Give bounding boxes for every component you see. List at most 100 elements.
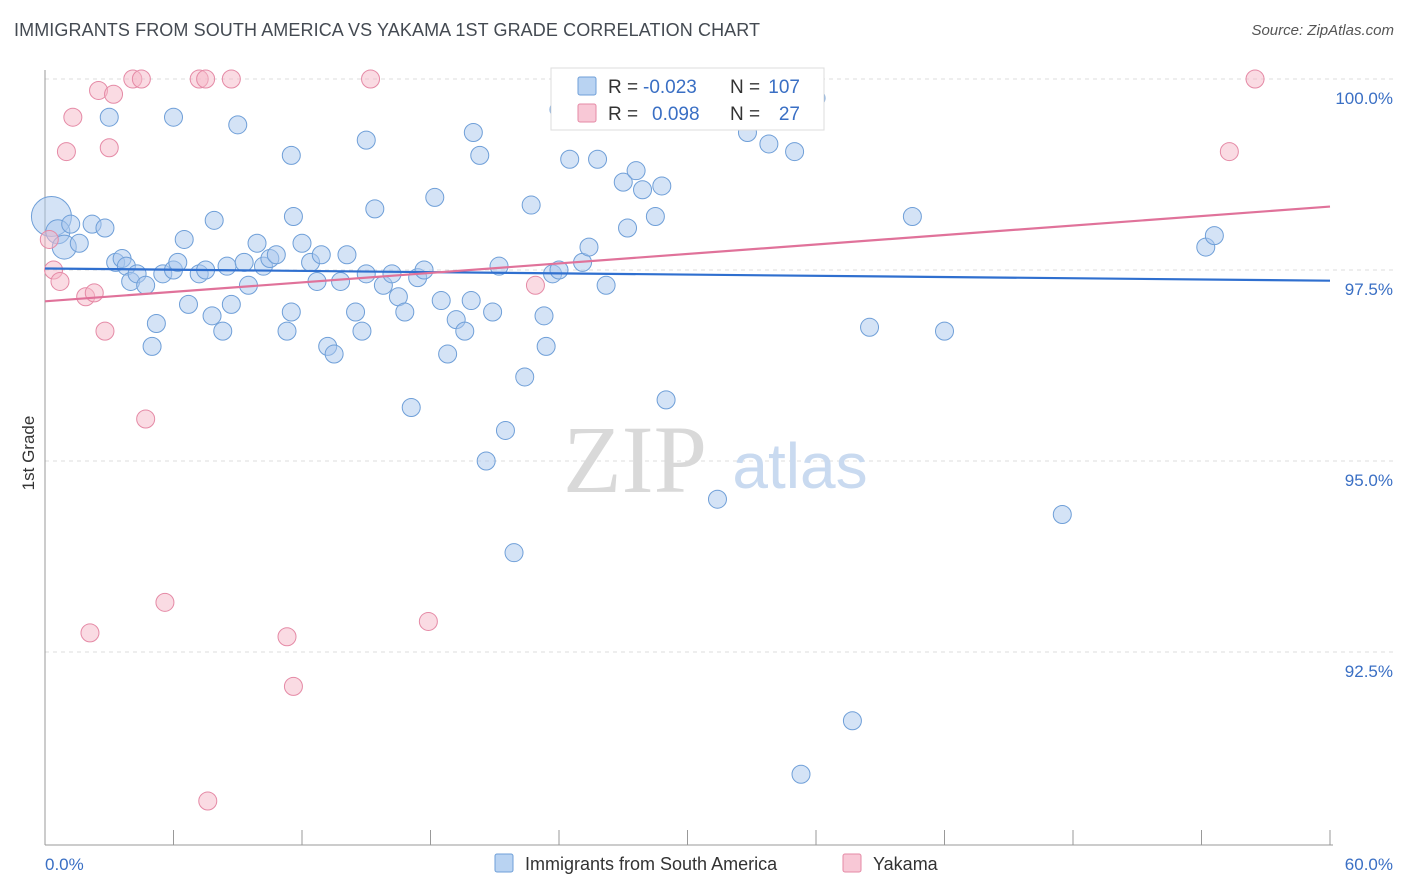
- legend-swatch-yakama: [842, 853, 862, 873]
- data-point: [142, 336, 162, 356]
- legend-swatch-immigrants: [494, 853, 514, 873]
- data-point: [1204, 226, 1224, 246]
- data-point: [483, 302, 503, 322]
- data-point: [168, 252, 188, 272]
- data-point: [842, 711, 862, 731]
- stats-n-label-1: N =: [730, 77, 760, 98]
- data-point: [146, 313, 166, 333]
- data-point: [331, 271, 351, 291]
- data-point: [281, 302, 301, 322]
- stats-swatch-blue: [577, 76, 597, 96]
- data-point: [1052, 504, 1072, 524]
- data-point: [425, 187, 445, 207]
- data-point: [136, 409, 156, 429]
- data-point: [204, 210, 224, 230]
- legend-label-yakama: Yakama: [873, 854, 939, 874]
- data-point: [785, 142, 805, 162]
- legend: Immigrants from South America Yakama: [494, 853, 939, 874]
- data-point: [536, 336, 556, 356]
- data-point: [277, 627, 297, 647]
- series-yakama-points: [39, 69, 1265, 811]
- y-axis-title: 1st Grade: [19, 416, 38, 491]
- data-point: [221, 69, 241, 89]
- data-point: [283, 207, 303, 227]
- data-point: [164, 107, 183, 127]
- data-point: [455, 321, 475, 341]
- data-point: [277, 321, 297, 341]
- data-point: [95, 218, 115, 238]
- stats-n-label-2: N =: [730, 104, 760, 125]
- data-point: [521, 195, 541, 215]
- data-point: [860, 317, 880, 337]
- stats-r-value-1: -0.023: [643, 77, 697, 98]
- data-point: [292, 233, 312, 253]
- data-point: [431, 291, 451, 311]
- data-point: [356, 130, 376, 150]
- x-tick-label-min: 0.0%: [45, 855, 84, 874]
- chart-title: IMMIGRANTS FROM SOUTH AMERICA VS YAKAMA …: [14, 20, 761, 40]
- y-tick-label: 100.0%: [1335, 89, 1393, 108]
- data-point: [626, 161, 646, 181]
- data-point: [534, 306, 554, 326]
- data-point: [247, 233, 267, 253]
- data-point: [337, 245, 357, 265]
- data-point: [418, 611, 438, 631]
- data-point: [652, 176, 672, 196]
- data-point: [707, 489, 727, 509]
- data-point: [131, 69, 151, 89]
- data-point: [352, 321, 372, 341]
- x-ticks: [44, 830, 1331, 845]
- data-point: [560, 149, 580, 169]
- data-point: [438, 344, 458, 364]
- data-point: [283, 676, 303, 696]
- data-point: [515, 367, 535, 387]
- data-point: [228, 115, 248, 135]
- stats-r-label-1: R =: [608, 77, 638, 98]
- data-point: [618, 218, 638, 238]
- data-point: [902, 207, 922, 227]
- data-point: [633, 180, 653, 200]
- data-point: [63, 107, 83, 127]
- data-point: [935, 321, 954, 341]
- data-point: [791, 764, 811, 784]
- data-point: [463, 122, 483, 142]
- data-point: [39, 229, 59, 249]
- stats-n-value-1: 107: [768, 77, 800, 98]
- data-point: [95, 321, 115, 341]
- watermark-atlas: atlas: [732, 430, 867, 502]
- data-point: [202, 306, 222, 326]
- watermark-zip: ZIP: [563, 406, 707, 513]
- data-point: [645, 207, 665, 227]
- data-point: [361, 69, 381, 89]
- data-point: [99, 138, 119, 158]
- data-point: [99, 107, 119, 127]
- data-point: [588, 149, 608, 169]
- data-point: [476, 451, 496, 471]
- data-point: [613, 172, 633, 192]
- y-tick-label: 95.0%: [1345, 471, 1393, 490]
- data-point: [461, 291, 481, 311]
- x-tick-label-max: 60.0%: [1345, 855, 1393, 874]
- stats-swatch-pink: [577, 103, 597, 123]
- data-point: [266, 245, 286, 265]
- data-point: [136, 275, 156, 295]
- data-point: [414, 260, 434, 280]
- data-point: [178, 294, 198, 314]
- y-tick-labels: 100.0% 97.5% 95.0% 92.5%: [1335, 89, 1393, 681]
- data-point: [104, 84, 124, 104]
- data-point: [401, 398, 421, 418]
- data-point: [495, 420, 515, 440]
- data-point: [174, 229, 194, 249]
- trend-line-yakama: [44, 205, 1331, 303]
- data-point: [656, 390, 676, 410]
- legend-label-immigrants: Immigrants from South America: [525, 854, 778, 874]
- data-point: [525, 275, 545, 295]
- stats-r-value-2: 0.098: [652, 104, 700, 125]
- data-point: [579, 237, 599, 257]
- source-label: Source: ZipAtlas.com: [1251, 22, 1394, 39]
- data-point: [80, 623, 100, 643]
- data-point: [395, 302, 415, 322]
- data-point: [50, 271, 70, 291]
- data-point: [69, 233, 89, 253]
